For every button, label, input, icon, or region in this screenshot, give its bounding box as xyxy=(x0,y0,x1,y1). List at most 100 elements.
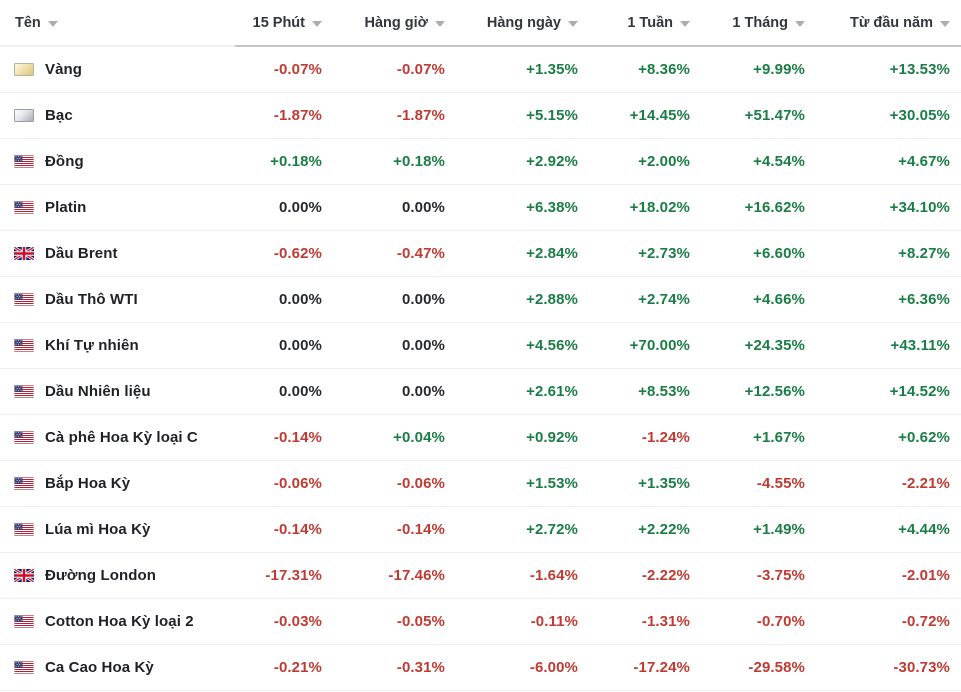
column-header-daily[interactable]: Hàng ngày xyxy=(445,0,578,47)
asset-name-content: Khí Tự nhiên xyxy=(14,337,235,354)
table-row: Bắp Hoa Kỳ -0.06% -0.06% +1.53% +1.35% -4.55%… xyxy=(0,460,961,506)
percent-change-value: +14.52% xyxy=(889,382,950,400)
percent-change-value: +2.84% xyxy=(526,244,578,262)
percent-change-value: 0.00% xyxy=(278,198,322,216)
percent-change-value: +51.47% xyxy=(744,106,805,124)
asset-name-link[interactable]: Platin xyxy=(45,198,87,216)
percent-change-value: +0.18% xyxy=(393,152,445,170)
percent-change-value: +1.53% xyxy=(526,474,578,492)
percent-change-value: -0.21% xyxy=(273,658,322,676)
asset-name-link[interactable]: Lúa mì Hoa Kỳ xyxy=(45,520,151,538)
percent-change-value: +4.67% xyxy=(898,152,950,170)
percent-change-value: +6.38% xyxy=(526,198,578,216)
us-flag-icon xyxy=(14,522,34,536)
percent-change-value: +9.99% xyxy=(753,60,805,78)
asset-name-content: Đường London xyxy=(14,567,235,584)
percent-change-value: -1.87% xyxy=(273,106,322,124)
asset-name-cell: Đồng xyxy=(0,138,235,184)
us-flag-icon xyxy=(14,660,34,674)
percent-change-value: +1.67% xyxy=(753,428,805,446)
percent-change-value: +30.05% xyxy=(889,106,950,124)
asset-name-link[interactable]: Cotton Hoa Kỳ loại 2 xyxy=(45,612,194,630)
sort-chevron-down-icon xyxy=(47,20,58,27)
percent-change-value: +24.35% xyxy=(744,336,805,354)
column-header-name[interactable]: Tên xyxy=(0,0,235,47)
column-label: 1 Tháng xyxy=(732,14,788,31)
uk-flag-icon xyxy=(14,568,34,582)
column-header-content: Từ đầu năm xyxy=(805,15,950,31)
table-row: Lúa mì Hoa Kỳ -0.14% -0.14% +2.72% +2.22% +1.… xyxy=(0,506,961,552)
asset-name-content: Đồng xyxy=(14,153,235,170)
asset-name-cell: Cotton Hoa Kỳ loại 2 xyxy=(0,598,235,644)
percent-change-value: -0.62% xyxy=(273,244,322,262)
percent-change-value: -4.55% xyxy=(756,474,805,492)
column-header-ytd[interactable]: Từ đầu năm xyxy=(805,0,961,47)
table-row: Bạc -1.87% -1.87% +5.15% +14.45% +51.47% +30.0… xyxy=(0,92,961,138)
asset-name-link[interactable]: Ca Cao Hoa Kỳ xyxy=(45,658,154,676)
asset-name-cell: Platin xyxy=(0,184,235,230)
asset-name-link[interactable]: Bạc xyxy=(45,106,73,124)
percent-change-value: +4.44% xyxy=(898,520,950,538)
percent-change-value: +1.49% xyxy=(753,520,805,538)
column-header-content: Hàng giờ xyxy=(322,15,445,31)
percent-change-value: +2.72% xyxy=(526,520,578,538)
asset-name-content: Dầu Brent xyxy=(14,245,235,262)
percent-change-value: -0.31% xyxy=(396,658,445,676)
percent-change-value: +16.62% xyxy=(744,198,805,216)
percent-change-value: -0.70% xyxy=(756,612,805,630)
percent-change-value: +13.53% xyxy=(889,60,950,78)
asset-name-link[interactable]: Khí Tự nhiên xyxy=(45,336,139,354)
percent-change-value: +2.74% xyxy=(638,290,690,308)
asset-name-cell: Dầu Brent xyxy=(0,230,235,276)
asset-name-link[interactable]: Bắp Hoa Kỳ xyxy=(45,474,131,492)
table-row: Cà phê Hoa Kỳ loại C -0.14% +0.04% +0.92% -1… xyxy=(0,414,961,460)
column-label: Từ đầu năm xyxy=(849,14,933,31)
percent-change-value: -1.87% xyxy=(396,106,445,124)
sort-chevron-down-icon xyxy=(680,20,690,27)
sort-chevron-down-icon xyxy=(435,20,445,27)
sort-chevron-down-icon xyxy=(312,20,322,27)
asset-name-link[interactable]: Dầu Brent xyxy=(45,244,118,262)
sort-chevron-down-icon xyxy=(568,20,578,27)
percent-change-value: +0.92% xyxy=(526,428,578,446)
column-header-content: Tên xyxy=(15,15,235,31)
asset-name-link[interactable]: Dầu Nhiên liệu xyxy=(45,382,151,400)
percent-change-value: +2.73% xyxy=(638,244,690,262)
table-row: Ca Cao Hoa Kỳ -0.21% -0.31% -6.00% -17.24% -2… xyxy=(0,644,961,690)
percent-change-value: +6.60% xyxy=(753,244,805,262)
us-flag-icon xyxy=(14,200,34,214)
asset-name-link[interactable]: Cà phê Hoa Kỳ loại C xyxy=(45,428,198,446)
percent-change-value: -17.24% xyxy=(633,658,690,676)
percent-change-value: +4.56% xyxy=(526,336,578,354)
percent-change-value: -1.24% xyxy=(641,428,690,446)
percent-change-value: +2.92% xyxy=(526,152,578,170)
column-header-1month[interactable]: 1 Tháng xyxy=(690,0,805,47)
asset-name-cell: Dầu Thô WTI xyxy=(0,276,235,322)
percent-change-value: -0.14% xyxy=(396,520,445,538)
percent-change-value: -0.47% xyxy=(396,244,445,262)
asset-name-link[interactable]: Vàng xyxy=(45,60,83,78)
column-header-15min[interactable]: 15 Phút xyxy=(235,0,322,47)
percent-change-value: -6.00% xyxy=(529,658,578,676)
percent-change-value: +14.45% xyxy=(629,106,690,124)
percent-change-value: +2.22% xyxy=(638,520,690,538)
table-row: Dầu Brent -0.62% -0.47% +2.84% +2.73% +6.60% +… xyxy=(0,230,961,276)
percent-change-value: -0.03% xyxy=(273,612,322,630)
percent-change-value: +1.35% xyxy=(638,474,690,492)
column-header-1week[interactable]: 1 Tuần xyxy=(578,0,690,47)
asset-name-link[interactable]: Đồng xyxy=(45,152,84,170)
column-header-hourly[interactable]: Hàng giờ xyxy=(322,0,445,47)
percent-change-value: +1.35% xyxy=(526,60,578,78)
percent-change-value: -2.22% xyxy=(641,566,690,584)
asset-name-content: Dầu Nhiên liệu xyxy=(14,383,235,400)
asset-name-link[interactable]: Dầu Thô WTI xyxy=(45,290,138,308)
asset-name-content: Vàng xyxy=(14,61,235,78)
asset-name-link[interactable]: Đường London xyxy=(45,566,157,584)
us-flag-icon xyxy=(14,384,34,398)
percent-change-value: +8.27% xyxy=(898,244,950,262)
percent-change-value: -0.14% xyxy=(273,520,322,538)
percent-change-value: -17.46% xyxy=(388,566,445,584)
percent-change-value: -17.31% xyxy=(265,566,322,584)
